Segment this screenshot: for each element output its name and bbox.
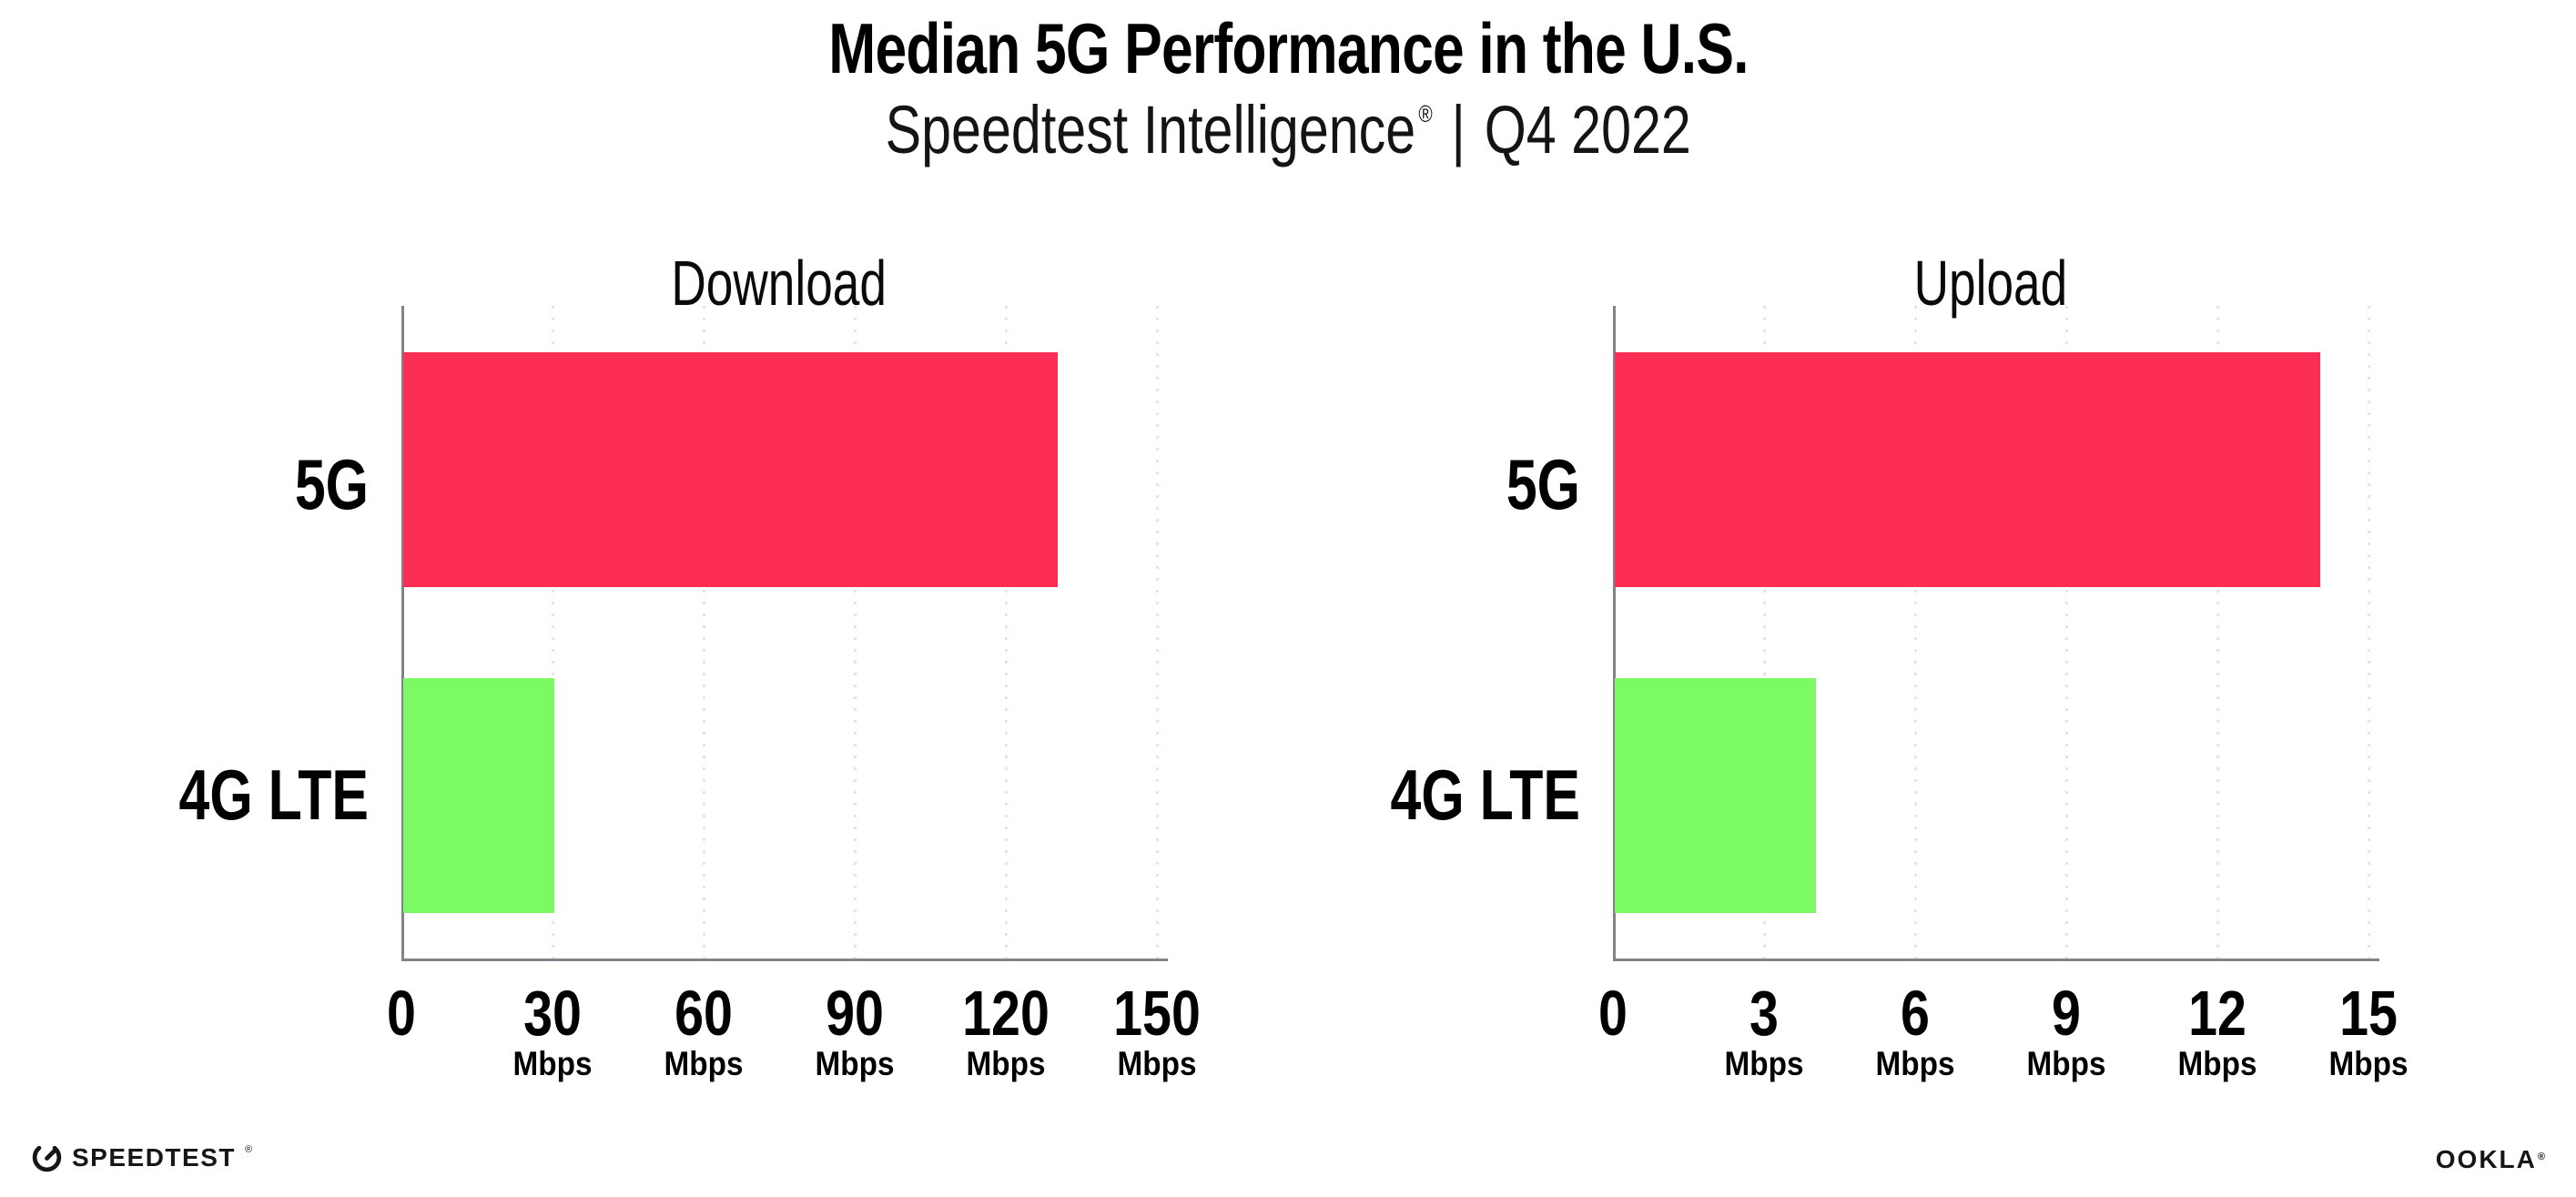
gridline-upload-6 [1914, 306, 1917, 959]
ookla-registered-mark: ® [2537, 1151, 2547, 1162]
bar-5g-upload [1615, 352, 2320, 587]
tick-unit-label-upload-15: Mbps [2328, 1045, 2409, 1082]
speedtest-gauge-icon [32, 1142, 62, 1172]
tick-label-download-60: 60 [674, 978, 733, 1049]
x-axis-download [401, 959, 1168, 961]
subtitle-brand: Speedtest Intelligence [885, 92, 1415, 167]
tick-label-upload-3: 3 [1749, 978, 1779, 1049]
tick-label-upload-0: 0 [1598, 978, 1628, 1049]
download-chart-plot [401, 306, 1168, 961]
bar-4g-lte-upload [1615, 678, 1817, 913]
tick-unit-label-download-150: Mbps [1117, 1045, 1197, 1082]
subtitle-separator: | [1451, 92, 1465, 167]
download-chart-title: Download [671, 248, 887, 319]
tick-label-download-0: 0 [387, 978, 416, 1049]
speedtest-logo: SPEEDTEST ® [30, 1141, 252, 1174]
tick-unit-label-upload-6: Mbps [1875, 1045, 1955, 1082]
tick-label-download-90: 90 [826, 978, 884, 1049]
registered-mark: ® [1418, 100, 1433, 127]
gridline-upload-3 [1763, 306, 1766, 959]
y-axis-download [401, 306, 404, 959]
tick-label-upload-12: 12 [2188, 978, 2246, 1049]
tick-label-download-120: 120 [962, 978, 1050, 1049]
gridline-download-90 [854, 306, 857, 959]
gridline-upload-12 [2216, 306, 2219, 959]
tick-unit-label-download-30: Mbps [512, 1045, 593, 1082]
speedtest-registered-mark: ® [244, 1143, 253, 1155]
tick-unit-label-download-60: Mbps [664, 1045, 744, 1082]
category-label-5g-upload: 5G [1506, 444, 1580, 524]
category-label-4g-lte-upload: 4G LTE [1390, 755, 1580, 835]
gridline-download-150 [1156, 306, 1159, 959]
upload-chart-plot [1613, 306, 2379, 961]
subtitle-period: Q4 2022 [1484, 92, 1691, 167]
gridline-download-60 [703, 306, 705, 959]
tick-unit-label-upload-3: Mbps [1724, 1045, 1804, 1082]
bar-4g-lte-download [403, 678, 554, 913]
tick-unit-label-upload-9: Mbps [2026, 1045, 2106, 1082]
gridline-upload-9 [2065, 306, 2068, 959]
category-label-4g-lte-download: 4G LTE [178, 755, 369, 835]
tick-label-download-150: 150 [1113, 978, 1201, 1049]
speedtest-wordmark: SPEEDTEST [72, 1142, 236, 1172]
tick-unit-label-download-90: Mbps [815, 1045, 895, 1082]
gridline-download-30 [552, 306, 554, 959]
tick-label-upload-6: 6 [1901, 978, 1930, 1049]
page-title: Median 5G Performance in the U.S. [0, 11, 2576, 86]
x-axis-upload [1613, 959, 2379, 961]
category-label-5g-download: 5G [294, 444, 369, 524]
chart-subtitle: Speedtest Intelligence ® | Q4 2022 [0, 93, 2576, 182]
page-title-text: Median 5G Performance in the U.S. [827, 8, 1749, 88]
gridline-download-120 [1005, 306, 1008, 959]
gridline-upload-15 [2368, 306, 2370, 959]
y-axis-upload [1613, 306, 1616, 959]
tick-label-upload-15: 15 [2339, 978, 2398, 1049]
ookla-logo: OOKLA® [2436, 1145, 2547, 1174]
tick-unit-label-upload-12: Mbps [2177, 1045, 2257, 1082]
tick-label-upload-9: 9 [2052, 978, 2081, 1049]
ookla-wordmark: OOKLA [2435, 1145, 2537, 1173]
tick-label-download-30: 30 [523, 978, 582, 1049]
tick-unit-label-download-120: Mbps [966, 1045, 1046, 1082]
bar-5g-download [403, 352, 1059, 587]
upload-chart-title: Upload [1913, 248, 2068, 319]
